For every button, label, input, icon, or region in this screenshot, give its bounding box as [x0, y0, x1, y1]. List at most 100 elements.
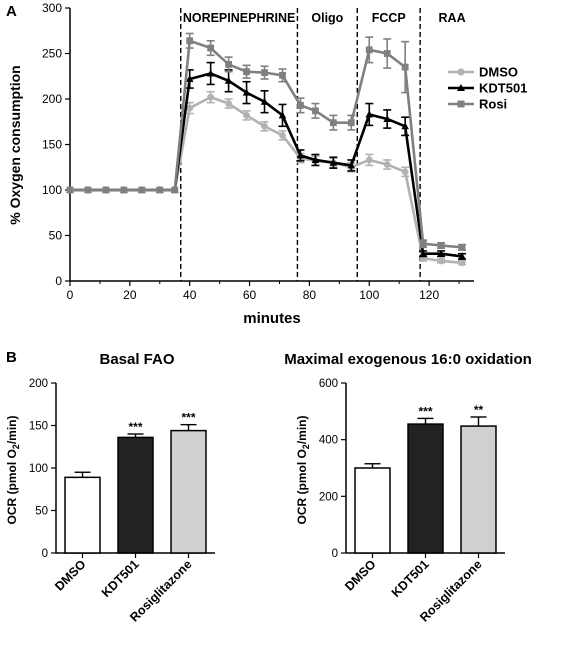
x-tick-label-DMSO: DMSO	[342, 557, 379, 594]
data-point-Rosi	[261, 69, 268, 77]
data-point-KDT501	[296, 151, 305, 159]
data-point-DMSO	[458, 259, 466, 267]
data-point-KDT501	[401, 122, 409, 130]
data-point-DMSO	[243, 111, 250, 119]
x-tick-label-KDT501: KDT501	[99, 557, 142, 600]
legend-label-KDT501: KDT501	[479, 81, 527, 96]
significance-label: **	[474, 403, 484, 417]
phase-label: RAA	[439, 11, 466, 25]
data-point-Rosi	[207, 44, 215, 52]
y-tick-label: 400	[319, 435, 338, 447]
y-tick-label: 200	[319, 491, 338, 503]
panel-a-line-chart: % Oxygen consumption minutes 0 50 100 150 20…	[7, 1, 527, 327]
data-point-Rosi	[383, 50, 391, 57]
data-point-Rosi	[458, 243, 466, 251]
data-point-Rosi	[297, 101, 304, 109]
y-tick-label: 200	[29, 378, 48, 390]
x-tick-label: 120	[419, 288, 439, 302]
maximal-oxidation-y-axis-label: OCR (pmol O2/min)	[295, 415, 311, 524]
y-tick-label: 100	[42, 183, 62, 197]
data-point-Rosi	[186, 37, 194, 45]
phase-label: Oligo	[311, 11, 343, 25]
data-point-KDT501	[185, 74, 194, 82]
y-tick-label: 50	[35, 506, 48, 518]
data-point-Rosi	[66, 186, 74, 194]
y-tick-label: 200	[42, 92, 62, 106]
bar-Rosiglitazone	[460, 425, 497, 554]
significance-label: ***	[128, 420, 142, 434]
bar-KDT501	[407, 423, 444, 554]
x-tick-label-DMSO: DMSO	[52, 557, 89, 594]
data-point-Rosi	[225, 61, 233, 68]
y-tick-label: 600	[319, 378, 338, 390]
data-point-Rosi	[138, 186, 146, 194]
data-point-Rosi	[419, 240, 427, 248]
y-tick-label: 0	[42, 548, 48, 560]
y-tick-label: 0	[332, 548, 338, 560]
y-tick-label: 150	[29, 421, 48, 433]
x-tick-label: 40	[183, 288, 197, 302]
data-point-Rosi	[437, 242, 445, 249]
x-tick-label: 80	[303, 288, 317, 302]
legend-marker	[457, 68, 465, 76]
data-point-DMSO	[365, 156, 373, 164]
data-point-DMSO	[383, 161, 391, 168]
y-tick-label: 50	[49, 229, 63, 243]
bar-DMSO	[354, 467, 391, 554]
data-point-KDT501	[224, 76, 233, 84]
y-tick-label: 250	[42, 47, 62, 61]
data-point-KDT501	[206, 69, 215, 77]
significance-label: ***	[181, 411, 195, 425]
basal-fao-bar-chart: Basal FAO OCR (pmol O2/min) 0 50 100 150 200…	[5, 351, 215, 625]
data-point-KDT501	[347, 161, 356, 169]
data-point-KDT501	[437, 249, 445, 257]
y-tick-label: 150	[42, 138, 62, 152]
data-point-DMSO	[225, 100, 233, 107]
data-point-KDT501	[242, 88, 251, 96]
data-point-Rosi	[401, 63, 409, 71]
x-tick-label: 60	[243, 288, 257, 302]
legend-label-DMSO: DMSO	[479, 65, 518, 80]
basal-fao-title: Basal FAO	[99, 351, 174, 368]
y-tick-label: 0	[55, 274, 62, 288]
data-point-KDT501	[260, 97, 269, 105]
x-tick-label: 20	[123, 288, 137, 302]
y-tick-label: 100	[29, 463, 48, 475]
data-point-KDT501	[329, 158, 338, 166]
data-point-Rosi	[156, 186, 164, 194]
bar-Rosiglitazone	[170, 429, 207, 554]
data-point-Rosi	[347, 119, 355, 127]
phase-label: NOREPINEPHRINE	[183, 11, 296, 25]
panel-a-y-axis-label: % Oxygen consumption	[7, 65, 23, 224]
bar-KDT501	[117, 436, 154, 554]
legend-marker	[457, 100, 465, 108]
data-point-DMSO	[261, 122, 268, 130]
bar-DMSO	[64, 476, 101, 554]
data-point-Rosi	[84, 186, 92, 194]
legend-marker	[457, 84, 465, 91]
data-point-Rosi	[102, 186, 110, 194]
data-point-Rosi	[120, 186, 128, 194]
significance-label: ***	[418, 404, 432, 418]
data-point-KDT501	[458, 252, 466, 260]
data-point-KDT501	[311, 155, 320, 163]
data-point-KDT501	[419, 249, 427, 257]
panel-a-label: A	[6, 3, 17, 20]
data-point-Rosi	[171, 186, 179, 194]
data-point-KDT501	[365, 110, 374, 118]
maximal-oxidation-bar-chart: Maximal exogenous 16:0 oxidation OCR (pm…	[284, 351, 532, 625]
data-point-DMSO	[279, 132, 286, 139]
data-point-Rosi	[365, 46, 373, 54]
data-point-Rosi	[243, 68, 250, 76]
data-point-DMSO	[401, 168, 409, 176]
x-tick-label: 0	[67, 288, 74, 302]
data-point-DMSO	[437, 257, 445, 265]
data-point-KDT501	[383, 115, 392, 123]
maximal-oxidation-title: Maximal exogenous 16:0 oxidation	[284, 351, 532, 368]
panel-b-label: B	[6, 349, 17, 366]
x-tick-label-KDT501: KDT501	[389, 557, 432, 600]
data-point-KDT501	[278, 111, 287, 119]
data-point-Rosi	[329, 119, 337, 127]
y-tick-label: 300	[42, 1, 62, 15]
